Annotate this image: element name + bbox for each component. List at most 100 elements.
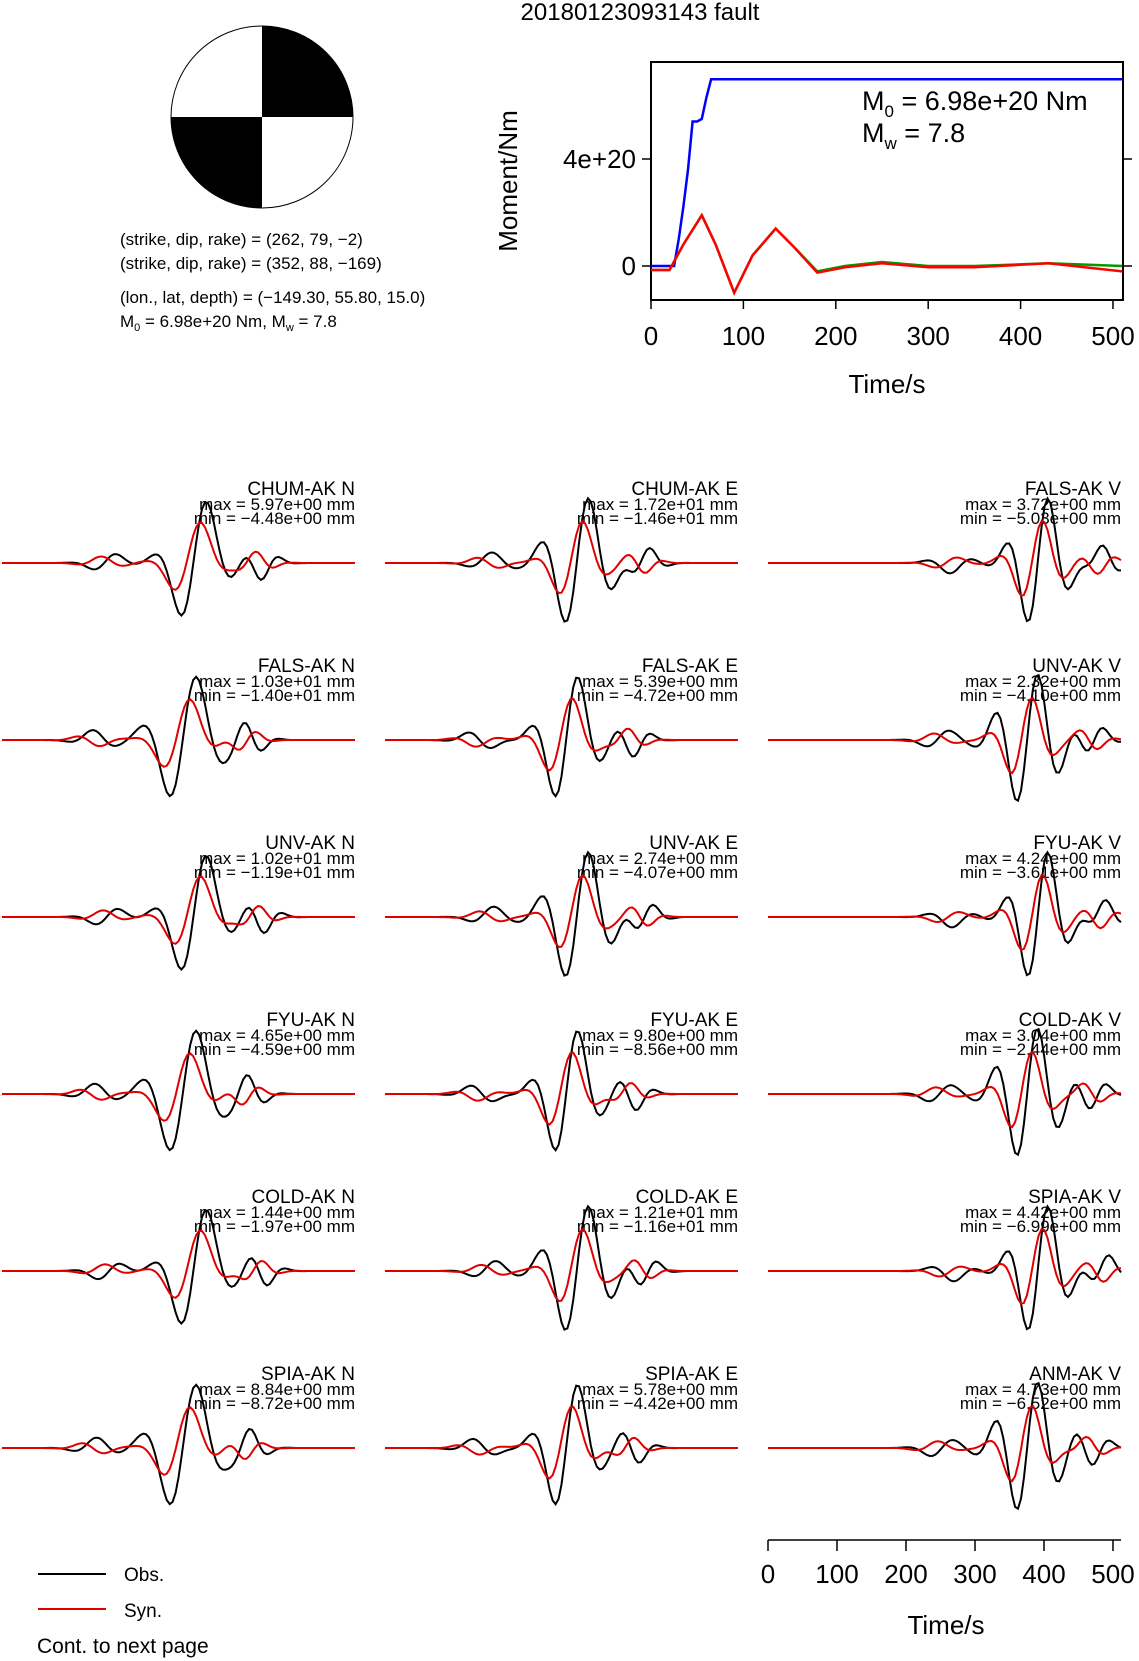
moment-ylabel: Moment/Nm — [493, 110, 523, 252]
legend-obs-label: Obs. — [124, 1565, 164, 1586]
moment-m0-annotation: M0 = 6.98e+20 Nm — [862, 86, 1088, 121]
station-label: FYU-AK E — [650, 1010, 738, 1031]
nodal-plane-1: (strike, dip, rake) = (262, 79, −2) — [120, 230, 363, 249]
synthetic-trace — [2, 1229, 355, 1299]
station-min: min = −4.59e+00 mm — [194, 1040, 355, 1059]
station-max: max = 1.02e+01 mm — [199, 849, 355, 868]
station-min: min = −8.56e+00 mm — [577, 1040, 738, 1059]
beachball-quadrant-lower — [171, 117, 262, 208]
station-label: FALS-AK N — [258, 656, 355, 677]
station-label: UNV-AK V — [1032, 656, 1121, 677]
continuation-note: Cont. to next page — [37, 1635, 209, 1658]
synthetic-trace — [385, 520, 738, 595]
synthetic-trace — [768, 1404, 1122, 1483]
station-min: min = −2.44e+00 mm — [960, 1040, 1121, 1059]
synthetic-trace — [2, 1406, 355, 1476]
station-min: min = −1.19e+01 mm — [194, 863, 355, 882]
station-max: max = 8.84e+00 mm — [199, 1380, 355, 1399]
moment-mw-annotation: Mw = 7.8 — [862, 118, 965, 153]
synthetic-trace — [768, 873, 1122, 951]
station-label: CHUM-AK E — [631, 479, 738, 500]
station-min: min = −5.03e+00 mm — [960, 509, 1121, 528]
moment-ytick-label: 4e+20 — [563, 144, 636, 174]
station-min: min = −4.10e+00 mm — [960, 686, 1121, 705]
station-label: SPIA-AK N — [261, 1364, 355, 1385]
beachball — [170, 25, 354, 209]
moment-xtick-label: 100 — [722, 321, 765, 351]
synthetic-trace — [2, 875, 355, 945]
station-label: ANM-AK V — [1029, 1364, 1121, 1385]
station-max: max = 3.72e+00 mm — [965, 495, 1121, 514]
synthetic-trace — [768, 1227, 1122, 1305]
figure-title: 20180123093143 fault — [521, 0, 760, 26]
station-max: max = 2.74e+00 mm — [582, 849, 738, 868]
station-min: min = −3.61e+00 mm — [960, 863, 1121, 882]
station-max: max = 1.72e+01 mm — [582, 495, 738, 514]
station-max: max = 4.73e+00 mm — [965, 1380, 1121, 1399]
synthetic-trace — [768, 1050, 1122, 1129]
legend-syn-label: Syn. — [124, 1601, 162, 1622]
legend: Obs. Syn. — [38, 1565, 164, 1622]
station-max: max = 5.39e+00 mm — [582, 672, 738, 691]
moment-series-0 — [651, 78, 1123, 268]
station-max: max = 1.21e+01 mm — [582, 1203, 738, 1222]
station-min: min = −1.46e+01 mm — [577, 509, 738, 528]
station-label: UNV-AK N — [265, 833, 355, 854]
station-min: min = −1.97e+00 mm — [194, 1217, 355, 1236]
moment-series-1 — [651, 212, 1123, 296]
station-label: SPIA-AK V — [1028, 1187, 1121, 1208]
moment-ytick-label: 0 — [622, 251, 636, 281]
station-label: FYU-AK V — [1033, 833, 1121, 854]
synthetic-trace — [2, 521, 355, 591]
station-min: min = −4.72e+00 mm — [577, 686, 738, 705]
moment-xtick-label: 200 — [814, 321, 857, 351]
synthetic-trace — [2, 698, 355, 768]
synthetic-trace — [768, 696, 1122, 775]
station-max: max = 4.65e+00 mm — [199, 1026, 355, 1045]
moment-panel-frame — [650, 61, 1124, 301]
waveform-time-axis: 0 100 200 300 400 500 — [761, 1539, 1135, 1589]
station-label: SPIA-AK E — [645, 1364, 738, 1385]
station-max: max = 4.24e+00 mm — [965, 849, 1121, 868]
station-min: min = −1.16e+01 mm — [577, 1217, 738, 1236]
station-min: min = −6.52e+00 mm — [960, 1394, 1121, 1413]
waveform-xtick-label: 400 — [1022, 1559, 1065, 1589]
station-label: FYU-AK N — [266, 1010, 355, 1031]
moment-xlabel: Time/s — [848, 369, 925, 399]
station-min: min = −4.07e+00 mm — [577, 863, 738, 882]
moment-magnitude-line: M0 = 6.98e+20 Nm, Mw = 7.8 — [120, 312, 337, 334]
station-label: CHUM-AK N — [247, 479, 355, 500]
moment-series-2 — [651, 212, 1123, 296]
station-min: min = −8.72e+00 mm — [194, 1394, 355, 1413]
synthetic-trace — [385, 1405, 738, 1480]
waveform-xtick-label: 300 — [953, 1559, 996, 1589]
station-max: max = 2.32e+00 mm — [965, 672, 1121, 691]
synthetic-trace — [385, 1228, 738, 1303]
station-min: min = −1.40e+01 mm — [194, 686, 355, 705]
moment-xtick-label: 400 — [999, 321, 1042, 351]
synthetic-trace — [385, 874, 738, 949]
station-max: max = 5.78e+00 mm — [582, 1380, 738, 1399]
station-label: COLD-AK E — [636, 1187, 738, 1208]
station-max: max = 9.80e+00 mm — [582, 1026, 738, 1045]
waveform-xtick-label: 100 — [815, 1559, 858, 1589]
moment-xtick-label: 0 — [644, 321, 658, 351]
synthetic-trace — [385, 697, 738, 772]
waveform-xtick-label: 500 — [1091, 1559, 1134, 1589]
station-max: max = 1.03e+01 mm — [199, 672, 355, 691]
beachball-quadrant-upper — [262, 26, 353, 117]
